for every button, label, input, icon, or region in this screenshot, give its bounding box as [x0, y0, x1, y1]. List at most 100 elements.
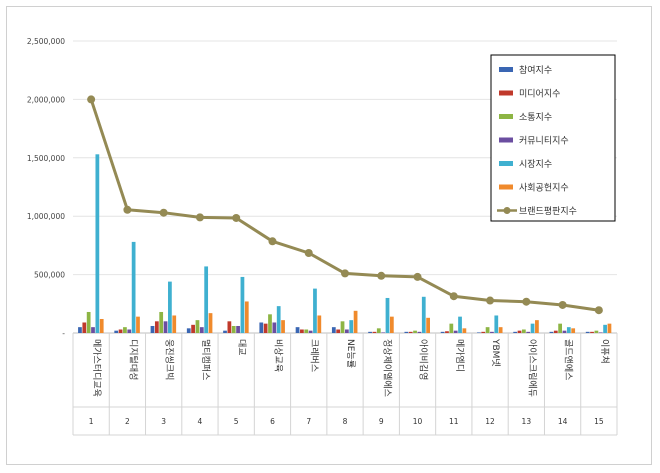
bar — [530, 323, 535, 333]
category-label: 크레버스 — [309, 339, 320, 372]
legend-swatch — [499, 67, 513, 72]
category-label: 메가엠디 — [454, 339, 466, 372]
y-tick-label: 500,000 — [34, 271, 65, 280]
bar — [562, 330, 567, 333]
bar — [477, 332, 481, 333]
bar — [195, 320, 200, 333]
bar — [136, 316, 140, 333]
line-point — [123, 205, 132, 214]
bar — [159, 311, 164, 333]
bar — [607, 323, 612, 333]
bar — [91, 327, 95, 333]
rank-label: 2 — [125, 417, 130, 426]
bar — [585, 331, 590, 333]
rank-label: 11 — [449, 417, 459, 426]
category-label: 정상제이엘에스 — [381, 339, 392, 397]
category-label: 디지털대성 — [127, 339, 139, 380]
bar — [417, 331, 422, 333]
bar — [236, 325, 240, 333]
bar — [381, 332, 386, 333]
line-point — [268, 237, 277, 246]
legend-label: 시장지수 — [519, 159, 552, 170]
bar — [513, 331, 518, 333]
bar — [426, 317, 430, 333]
y-tick-label: 2,500,000 — [27, 37, 65, 46]
rank-label: 13 — [522, 417, 532, 426]
bar — [521, 329, 526, 333]
bar-series — [78, 154, 612, 333]
legend-marker — [503, 207, 511, 214]
bar — [590, 331, 594, 333]
bar — [223, 330, 227, 333]
legend-swatch — [499, 114, 513, 119]
bar — [227, 321, 232, 333]
rank-label: 8 — [343, 417, 348, 426]
y-tick-label: 1,500,000 — [27, 154, 65, 163]
bar — [199, 327, 204, 333]
category-label: YBM넷 — [490, 338, 501, 367]
bar — [131, 241, 136, 333]
bar — [295, 327, 300, 333]
bar — [259, 322, 264, 333]
rank-label: 9 — [379, 417, 384, 426]
rank-label: 14 — [558, 417, 568, 426]
category-label: 멀티캠퍼스 — [200, 339, 212, 380]
bar — [449, 323, 454, 333]
bar — [453, 330, 458, 333]
bar — [340, 321, 345, 333]
line-point — [377, 271, 386, 280]
bar — [78, 327, 82, 333]
bar — [404, 331, 409, 333]
category-label: 이퓨쳐 — [599, 339, 611, 364]
line-point — [558, 300, 567, 309]
brand-reputation-chart: 2,500,000 2,000,000 1,500,000 1,000,000 500,… — [27, 37, 618, 436]
rank-label: 10 — [413, 417, 423, 426]
legend-label: 참여지수 — [519, 64, 552, 76]
bar — [440, 331, 445, 333]
y-axis: 2,500,000 2,000,000 1,500,000 1,000,000 500,… — [27, 37, 65, 338]
bar — [150, 325, 155, 333]
x-axis: 메가스터디교육 1 디지털대성 2 웅진씽크빅 3 멀티캠퍼스 4 대교 5 비상교육 6 크레버스 7 N… — [72, 332, 618, 436]
bar — [263, 323, 268, 333]
bar — [118, 329, 123, 333]
bar — [331, 327, 336, 333]
bar — [204, 266, 209, 333]
bar — [535, 320, 539, 333]
bar — [163, 321, 168, 333]
bar — [549, 331, 554, 333]
line-series — [87, 95, 603, 315]
bar — [317, 315, 322, 333]
legend-label: 사회공헌지수 — [519, 183, 569, 194]
rank-label: 12 — [485, 417, 495, 426]
bar — [244, 301, 249, 333]
bar — [353, 310, 358, 333]
bar — [566, 327, 571, 333]
bar — [127, 329, 132, 333]
bar — [571, 328, 576, 333]
line-point — [594, 306, 603, 315]
bar — [240, 276, 245, 333]
rank-label: 7 — [306, 417, 311, 426]
category-label: 아이비김영 — [418, 339, 430, 380]
bar — [168, 281, 172, 333]
bar — [517, 330, 522, 333]
legend-label: 커뮤니티지수 — [519, 136, 569, 147]
bar — [372, 331, 377, 333]
y-tick-label: 1,000,000 — [27, 212, 65, 221]
bar — [598, 332, 603, 333]
bar — [99, 318, 104, 333]
category-label: 대교 — [236, 339, 247, 356]
bar — [276, 306, 281, 333]
bar — [349, 320, 354, 333]
category-label: 웅진씽크빅 — [164, 339, 175, 380]
bar — [123, 327, 127, 333]
rank-label: 6 — [270, 417, 275, 426]
line-point — [232, 213, 241, 222]
bar — [154, 321, 159, 333]
bar — [594, 330, 599, 333]
bar — [272, 322, 277, 333]
bar — [462, 328, 467, 333]
line-point — [304, 248, 313, 257]
bar — [268, 314, 272, 333]
